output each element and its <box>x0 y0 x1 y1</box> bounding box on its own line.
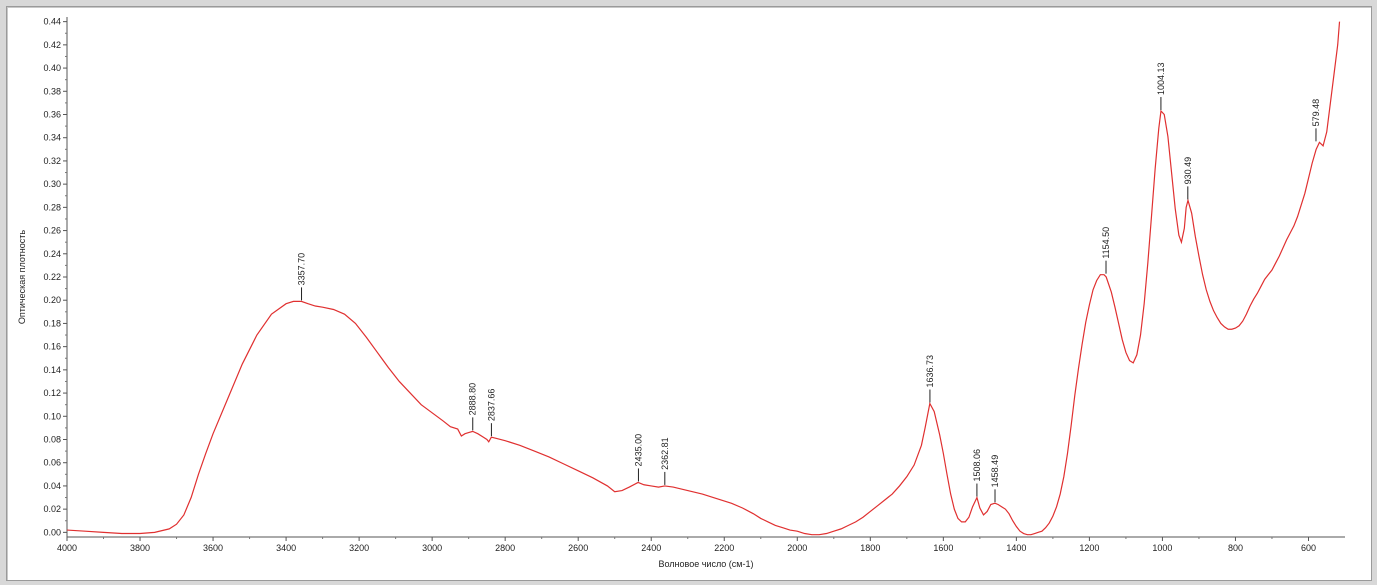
y-tick-label: 0.28 <box>43 202 61 212</box>
x-axis-label: Волновое число (см-1) <box>659 559 754 569</box>
peak-label: 1508.06 <box>972 449 982 482</box>
y-axis-label: Оптическая плотность <box>17 230 27 324</box>
x-tick-label: 2400 <box>641 543 661 553</box>
y-tick-label: 0.18 <box>43 318 61 328</box>
x-tick-label: 4000 <box>57 543 77 553</box>
y-tick-label: 0.12 <box>43 388 61 398</box>
x-tick-label: 2600 <box>568 543 588 553</box>
x-tick-label: 1800 <box>860 543 880 553</box>
y-tick-label: 0.02 <box>43 504 61 514</box>
x-tick-label: 1600 <box>933 543 953 553</box>
y-tick-label: 0.32 <box>43 156 61 166</box>
peak-label: 3357.70 <box>297 253 307 286</box>
peak-label: 1458.49 <box>990 455 1000 488</box>
y-tick-label: 0.42 <box>43 40 61 50</box>
y-tick-label: 0.00 <box>43 527 61 537</box>
y-tick-label: 0.44 <box>43 17 61 27</box>
y-tick-label: 0.08 <box>43 435 61 445</box>
peak-label: 1154.50 <box>1101 227 1111 259</box>
y-tick-label: 0.20 <box>43 295 61 305</box>
ir-spectrum-chart[interactable]: 0.00 0.02 0.04 0.06 0.08 0.10 0.12 0.14 0.16 0.18… <box>7 7 1371 580</box>
y-tick-label: 0.10 <box>43 411 61 421</box>
x-tick-label: 800 <box>1228 543 1243 553</box>
y-tick-label: 0.34 <box>43 133 61 143</box>
y-tick-group: 0.00 0.02 0.04 0.06 0.08 0.10 0.12 0.14 0.16 0.18… <box>43 17 67 537</box>
x-tick-label: 1400 <box>1006 543 1026 553</box>
y-tick-label: 0.16 <box>43 342 61 352</box>
y-tick-label: 0.06 <box>43 458 61 468</box>
x-tick-group: 4000 3800 3600 3400 3200 3000 2800 2600 2400 2200… <box>57 537 1316 553</box>
y-tick-label: 0.24 <box>43 249 61 259</box>
y-tick-label: 0.14 <box>43 365 61 375</box>
peak-label: 2888.80 <box>468 383 478 416</box>
peak-label-group: 3357.70 2888.80 2837.66 2435.00 2362.81 1636.… <box>297 62 1321 503</box>
y-tick-label: 0.26 <box>43 226 61 236</box>
x-tick-label: 2000 <box>787 543 807 553</box>
x-tick-label: 3800 <box>130 543 150 553</box>
peak-label: 579.48 <box>1311 99 1321 127</box>
peak-label: 1004.13 <box>1156 62 1166 95</box>
y-tick-label: 0.04 <box>43 481 61 491</box>
peak-label: 2837.66 <box>486 389 496 422</box>
peak-label: 2435.00 <box>633 434 643 467</box>
axes <box>66 17 1345 538</box>
x-tick-label: 1000 <box>1152 543 1172 553</box>
y-tick-label: 0.36 <box>43 110 61 120</box>
x-tick-label: 1200 <box>1079 543 1099 553</box>
x-tick-label: 600 <box>1301 543 1316 553</box>
y-tick-label: 0.38 <box>43 86 61 96</box>
y-tick-label: 0.22 <box>43 272 61 282</box>
y-tick-label: 0.40 <box>43 63 61 73</box>
x-tick-label: 2800 <box>495 543 515 553</box>
plot-window: 0.00 0.02 0.04 0.06 0.08 0.10 0.12 0.14 0.16 0.18… <box>6 6 1372 581</box>
x-tick-label: 3200 <box>349 543 369 553</box>
peak-label: 930.49 <box>1183 157 1193 185</box>
x-tick-label: 3600 <box>203 543 223 553</box>
spectrum-series-line <box>66 21 1341 536</box>
x-tick-label: 3400 <box>276 543 296 553</box>
x-tick-label: 2200 <box>714 543 734 553</box>
y-tick-label: 0.30 <box>43 179 61 189</box>
x-tick-label: 3000 <box>422 543 442 553</box>
peak-label: 1636.73 <box>925 355 935 388</box>
peak-label: 2362.81 <box>660 437 670 470</box>
